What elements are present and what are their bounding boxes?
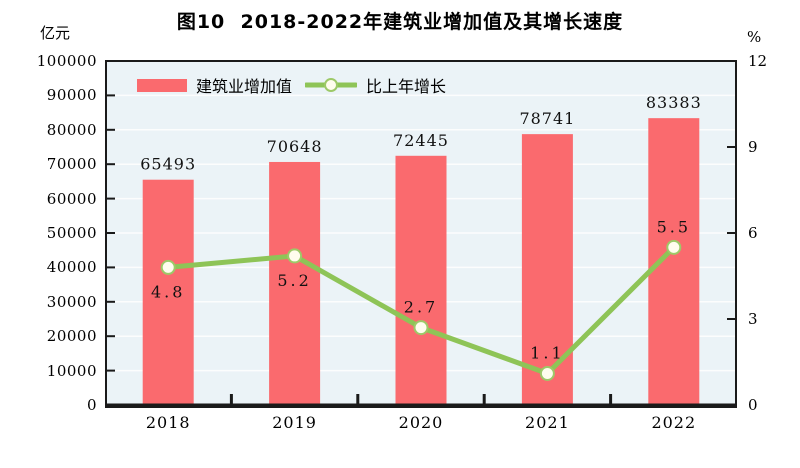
right-tick-label-0: 0	[748, 396, 758, 414]
y-tick-label-10000: 10000	[46, 361, 97, 380]
y-tick-label-30000: 30000	[46, 292, 97, 311]
growth-value-label-2022: 5.5	[657, 217, 691, 236]
right-axis-unit-label: %	[747, 28, 762, 46]
bar-value-label-2022: 83383	[646, 93, 702, 112]
bar-value-label-2019: 70648	[267, 137, 323, 156]
right-tick-label-6: 6	[748, 224, 758, 242]
bar-2022	[648, 118, 700, 405]
bar-value-label-2018: 65493	[140, 155, 196, 174]
line-legend-label: 比上年增长	[366, 77, 447, 96]
bar-value-label-2021: 78741	[519, 109, 575, 128]
x-tick-label-2022: 2022	[651, 413, 697, 432]
plot-area: 65493 70648 72445 78741 83383 4.8 5.2 2.7 1.1 5.5	[105, 60, 737, 408]
marker-2022	[666, 239, 682, 255]
marker-2018	[160, 259, 176, 275]
right-tick-label-12: 12	[748, 52, 768, 70]
y-tick-label-80000: 80000	[46, 120, 97, 139]
chart-canvas: 65493 70648 72445 78741 83383 4.8 5.2 2.7 1.1 5.5	[105, 60, 737, 408]
bar-2019	[269, 161, 321, 405]
growth-value-label-2020: 2.7	[404, 298, 438, 317]
growth-value-label-2018: 4.8	[151, 282, 185, 301]
y-tick-label-60000: 60000	[46, 189, 97, 208]
y-tick-label-100000: 100000	[36, 52, 97, 70]
y-tick-label-20000: 20000	[46, 327, 97, 346]
chart-title: 图10 2018-2022年建筑业增加值及其增长速度	[176, 11, 624, 33]
bar-2018	[142, 179, 194, 405]
left-axis-unit-label: 亿元	[40, 24, 71, 42]
y-tick-label-90000: 90000	[46, 86, 97, 105]
bar-2020	[395, 155, 447, 405]
growth-value-label-2021: 1.1	[530, 343, 564, 362]
legend-item-bar: 建筑业增加值	[137, 73, 292, 97]
y-tick-label-70000: 70000	[46, 155, 97, 174]
legend: 建筑业增加值 比上年增长	[137, 73, 446, 97]
y-tick-label-0: 0	[86, 396, 97, 414]
bar-legend-label: 建筑业增加值	[196, 77, 293, 96]
y-tick-label-40000: 40000	[46, 258, 97, 277]
x-tick-label-2018: 2018	[145, 413, 191, 432]
right-tick-label-9: 9	[748, 138, 758, 156]
line-legend-swatch	[305, 78, 358, 92]
marker-2020	[413, 320, 429, 336]
x-tick-label-2021: 2021	[525, 413, 570, 432]
y-tick-label-50000: 50000	[46, 224, 97, 242]
x-tick-label-2020: 2020	[398, 413, 444, 432]
right-tick-label-3: 3	[748, 310, 758, 328]
marker-2021	[539, 365, 555, 381]
bar-value-label-2020: 72445	[393, 131, 449, 150]
marker-2019	[287, 248, 303, 264]
x-tick-label-2019: 2019	[272, 413, 317, 432]
bar-legend-swatch	[137, 78, 187, 92]
growth-value-label-2019: 5.2	[277, 271, 311, 290]
legend-item-line: 比上年增长	[305, 73, 446, 97]
